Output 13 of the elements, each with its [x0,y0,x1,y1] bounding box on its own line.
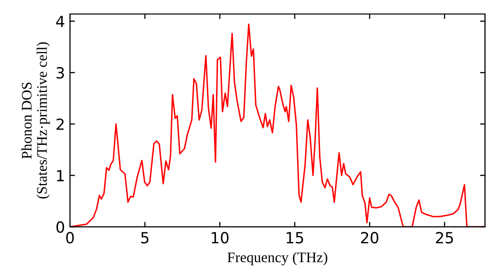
y-tick-label: 1 [57,170,64,182]
x-tick-label: 20 [361,232,378,244]
y-tick-label: 0 [56,221,64,233]
y-tick-label: 2 [56,118,64,130]
x-tick-label: 15 [286,232,304,244]
x-tick-label: 0 [66,232,74,244]
y-tick-label: 4 [56,16,64,27]
x-axis-title: Frequency (THz) [228,252,328,266]
y-axis-title: Phonon DOS (States/THz·primitive cell) [21,42,50,199]
x-tick-label: 10 [212,232,229,244]
y-tick-label: 3 [56,67,64,79]
x-tick-label: 5 [141,232,148,244]
x-tick-label: 25 [436,232,453,244]
